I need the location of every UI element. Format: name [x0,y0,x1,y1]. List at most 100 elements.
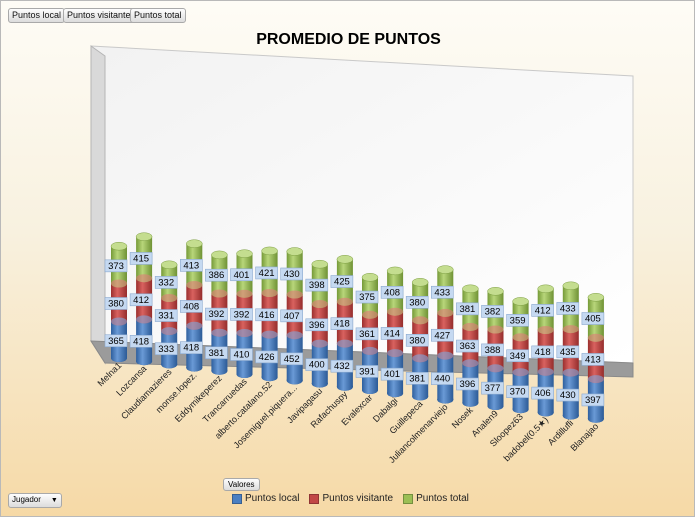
bar-segment-bottom [261,373,278,382]
bar-segment-cap [562,368,579,377]
bar-segment-cap [236,329,253,337]
bar-segment-cap [412,316,429,325]
data-label-bg [305,358,329,371]
data-label-bg [456,377,479,391]
data-label-bg [205,307,228,321]
data-label-visitante: 396 [309,320,325,331]
legend-label-local: Puntos local [245,493,300,504]
valores-button[interactable]: Valores [223,478,260,491]
bar-segment-cap [311,339,328,348]
data-label-local: 418 [133,336,149,347]
data-label-bg [280,352,304,366]
data-label-bg [556,345,580,359]
data-label-bg [456,302,479,316]
bar-segment-cap [562,325,579,334]
data-label-bg [581,353,605,366]
data-label-bg [154,309,178,322]
bar-segment-cap [111,279,127,288]
data-label-bg [531,345,555,359]
data-label-total: 359 [510,315,526,326]
legend-item-visitante: Puntos visitante [309,493,393,504]
bar-segment-cap [512,368,529,377]
data-label-bg [380,327,404,340]
bar-segment-cap [437,351,454,360]
x-tick-label: Nosek [450,405,475,430]
data-label-bg [230,308,253,321]
data-label-bg [154,342,178,356]
data-label-bg [330,317,354,331]
data-label-bg [305,278,329,292]
bar-top-cap [211,250,228,260]
data-label-local: 406 [535,388,551,399]
data-label-visitante: 349 [510,351,526,362]
bar-segment-bottom [387,389,404,398]
bar-segment-cap [537,326,554,334]
data-label-bg [129,334,153,348]
jugador-filter-button[interactable]: Jugador ▼ [8,493,62,508]
data-label-bg [205,346,228,360]
data-label-visitante: 435 [560,347,576,358]
bar-segment-bottom [362,386,378,394]
bar-segment-bottom [512,405,529,414]
data-label-total: 401 [234,270,250,281]
bar-segment-cap [362,310,378,319]
x-tick-label: Melna1 [95,360,123,388]
bar-top-cap [462,284,479,294]
data-label-total: 412 [535,305,551,316]
bar-segment-bottom [136,357,153,366]
data-label-bg [405,372,429,385]
data-label-visitante: 380 [409,335,425,346]
data-label-bg [531,304,555,317]
bar-top-cap [236,249,253,258]
legend-swatch-visitante [309,493,320,504]
bar-segment-bottom [462,398,479,407]
data-label-bg [280,309,304,323]
bar-segment-cap [437,308,454,317]
data-label-bg [355,290,379,304]
data-label-total: 375 [359,292,375,303]
data-label-local: 377 [485,383,501,394]
bar-segment-cap [111,317,127,326]
bar-segment-cap [261,330,278,339]
data-label-bg [104,259,128,273]
data-label-total: 405 [585,314,601,325]
bar-top-cap [286,247,303,256]
data-label-total: 430 [284,269,300,280]
data-label-bg [355,327,379,341]
data-label-total: 332 [158,277,174,288]
data-label-local: 401 [384,369,400,380]
data-label-total: 413 [183,260,199,271]
data-label-total: 433 [434,287,450,298]
bar-top-cap [386,266,404,276]
bar-segment-bottom [286,376,303,385]
data-label-total: 408 [384,287,400,298]
bar-segment-cap [311,300,328,308]
data-label-total: 386 [208,270,224,281]
data-label-bg [180,259,203,272]
bar-segment-bottom [537,408,554,417]
data-label-visitante: 407 [284,311,300,322]
bar-segment-bottom [236,370,253,378]
bar-segment-bottom [161,360,178,369]
data-label-bg [506,314,529,327]
data-label-visitante: 388 [485,345,501,356]
bar-segment-bottom [311,379,328,388]
x-tick-label: Claudiamazieres [119,366,174,421]
bar-top-cap [110,241,128,251]
data-label-bg [230,348,253,361]
data-label-bg [506,349,529,363]
data-label-bg [129,293,153,307]
bar-segment-cap [161,294,178,302]
legend-swatch-local [232,493,242,504]
data-label-total: 421 [259,268,275,279]
data-label-local: 440 [434,374,450,385]
data-label-bg [305,318,329,332]
bar-top-cap [587,293,605,302]
data-label-visitante: 361 [359,329,375,340]
pivot-field-puntos-total-button[interactable]: Puntos total [130,8,186,23]
data-label-local: 381 [409,373,425,384]
chevron-down-icon: ▼ [50,497,58,504]
data-label-bg [556,302,580,315]
data-label-total: 382 [485,306,501,317]
